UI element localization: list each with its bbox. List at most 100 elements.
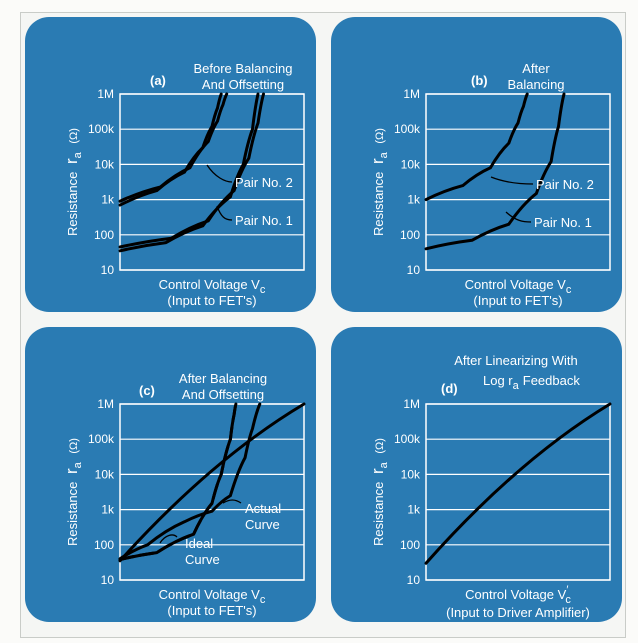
series-line-b-1	[424, 92, 566, 251]
ylabel-text-c: Resistance	[65, 482, 80, 546]
xlabel-line-2-a: (Input to FET's)	[167, 293, 256, 308]
xlabel-line-1-c: Control Voltage Vc	[159, 587, 266, 606]
xlabel-prime-d: ′	[566, 584, 568, 596]
title-line-1-c: After Balancing	[179, 371, 267, 386]
yticks-b: 10 100 1k 10k 100k 1M	[394, 87, 421, 277]
title-line-2-b: Balancing	[507, 77, 564, 92]
ylabel-d: Resistance ra (Ω)	[368, 438, 390, 546]
ytick-label-d-3: 10k	[401, 467, 421, 481]
ylabel-unit-b: (Ω)	[374, 128, 386, 144]
title-line-1-a: Before Balancing	[193, 61, 292, 76]
plot-frame-d	[425, 403, 611, 581]
panel-b: (b) After Balancing 10 100 1k 10k 100k 1M Res…	[331, 17, 622, 312]
ylabel-symbol-b: r	[368, 158, 387, 164]
chart-b: (b) After Balancing 10 100 1k 10k 100k 1M Res…	[368, 61, 611, 308]
plot-frame-a	[119, 93, 305, 271]
ylabel-text-b: Resistance	[371, 172, 386, 236]
ylabel-b: Resistance ra (Ω)	[368, 128, 390, 236]
ytick-label-c-2: 1k	[101, 503, 115, 517]
panel-letter-a: (a)	[150, 73, 166, 88]
annotations-c: Actual Curve Ideal Curve	[159, 499, 281, 567]
yticks-c: 10 100 1k 10k 100k 1M	[88, 397, 115, 587]
svg-text:Resistance ra: Resistance ra (Ω)	[368, 438, 390, 546]
xlabel-sub-a: c	[260, 284, 266, 296]
ytick-label-a-1: 100	[94, 228, 114, 242]
xlabel-sub-d: c	[565, 594, 571, 606]
xlabel-text-b: Control Voltage V	[465, 277, 567, 292]
series-line-a-3	[118, 92, 265, 249]
chart-d: After Linearizing With (d) Log ra Feedbac…	[368, 353, 612, 620]
ytick-label-b-0: 10	[407, 263, 421, 277]
series-line-c-3	[118, 402, 262, 561]
curves-b	[424, 92, 566, 251]
ylabel-sub-d: a	[378, 461, 390, 468]
title-line-2-a: And Offsetting	[202, 77, 284, 92]
ytick-label-b-4: 100k	[394, 122, 421, 136]
ytick-label-c-0: 10	[101, 573, 115, 587]
annotation-ideal-line1-c: Ideal	[185, 536, 213, 551]
ytick-label-b-1: 100	[400, 228, 420, 242]
ylabel-sub-a: a	[72, 151, 84, 158]
ytick-label-d-1: 100	[400, 538, 420, 552]
title-sub-d: a	[513, 380, 520, 392]
yticks-d: 10 100 1k 10k 100k 1M	[394, 397, 421, 587]
chart-c: (c) After Balancing And Offsetting 10 100…	[62, 371, 306, 618]
grid-d	[426, 403, 610, 581]
leader-actual-c	[222, 499, 242, 504]
ytick-label-d-5: 1M	[403, 397, 420, 411]
leader-pair-2-a	[206, 164, 233, 183]
panel-c: (c) After Balancing And Offsetting 10 100…	[25, 327, 316, 622]
ylabel-unit-c: (Ω)	[68, 438, 80, 454]
curves-c	[118, 402, 306, 563]
ytick-label-d-2: 1k	[407, 503, 421, 517]
xlabel-line-1-a: Control Voltage Vc	[159, 277, 266, 296]
svg-text:Resistance ra: Resistance ra (Ω)	[62, 438, 84, 546]
annotation-ideal-line2-c: Curve	[185, 552, 220, 567]
title-log-d: Log r	[483, 373, 513, 388]
plot-frame-b	[425, 93, 611, 271]
yticks-a: 10 100 1k 10k 100k 1M	[88, 87, 115, 277]
ytick-label-a-4: 100k	[88, 122, 115, 136]
ytick-label-c-3: 10k	[95, 467, 115, 481]
xlabel-text-a: Control Voltage V	[159, 277, 261, 292]
ylabel-symbol-d: r	[368, 468, 387, 474]
annotation-actual-line2-c: Curve	[245, 517, 280, 532]
series-line-c-2	[118, 402, 238, 562]
ytick-label-b-2: 1k	[407, 193, 421, 207]
panel-d: After Linearizing With (d) Log ra Feedbac…	[331, 327, 622, 622]
xlabel-line-1-d: Control Voltage V′ c	[465, 584, 571, 606]
panel-letter-b: (b)	[471, 73, 488, 88]
panel-letter-c: (c)	[139, 383, 155, 398]
ylabel-unit-d: (Ω)	[374, 438, 386, 454]
ylabel-symbol-c: r	[62, 468, 81, 474]
svg-text:Resistance ra: Resistance ra (Ω)	[62, 128, 84, 236]
annotation-pair-1-a: Pair No. 1	[235, 213, 293, 228]
xlabel-text-c: Control Voltage V	[159, 587, 261, 602]
ytick-label-a-2: 1k	[101, 193, 115, 207]
annotations-a: Pair No. 2 Pair No. 1	[206, 164, 293, 228]
ylabel-c: Resistance ra (Ω)	[62, 438, 84, 546]
ytick-label-a-3: 10k	[95, 157, 115, 171]
series-line-a-1	[118, 92, 229, 203]
ylabel-sub-b: a	[378, 151, 390, 158]
xlabel-sub-b: c	[566, 284, 572, 296]
xlabel-sub-c: c	[260, 594, 266, 606]
ylabel-sub-c: a	[72, 461, 84, 468]
annotation-pair-2-b: Pair No. 2	[536, 177, 594, 192]
title-line-2-c: And Offsetting	[182, 387, 264, 402]
title-line-1-b: After	[522, 61, 550, 76]
ylabel-text-d: Resistance	[371, 482, 386, 546]
figure: (a) Before Balancing And Offsetting 10 10…	[20, 12, 626, 638]
annotation-pair-1-b: Pair No. 1	[534, 215, 592, 230]
ytick-label-c-5: 1M	[97, 397, 114, 411]
ytick-label-c-4: 100k	[88, 432, 115, 446]
ylabel-symbol-a: r	[62, 158, 81, 164]
ytick-label-b-5: 1M	[403, 87, 420, 101]
title-feedback-d: Feedback	[523, 373, 581, 388]
title-line-2-d: Log ra Feedback	[483, 373, 580, 392]
xlabel-line-2-b: (Input to FET's)	[473, 293, 562, 308]
ylabel-text-a: Resistance	[65, 172, 80, 236]
leader-pair-1-b	[505, 211, 532, 223]
ytick-label-d-0: 10	[407, 573, 421, 587]
annotation-actual-line1-c: Actual	[245, 501, 281, 516]
